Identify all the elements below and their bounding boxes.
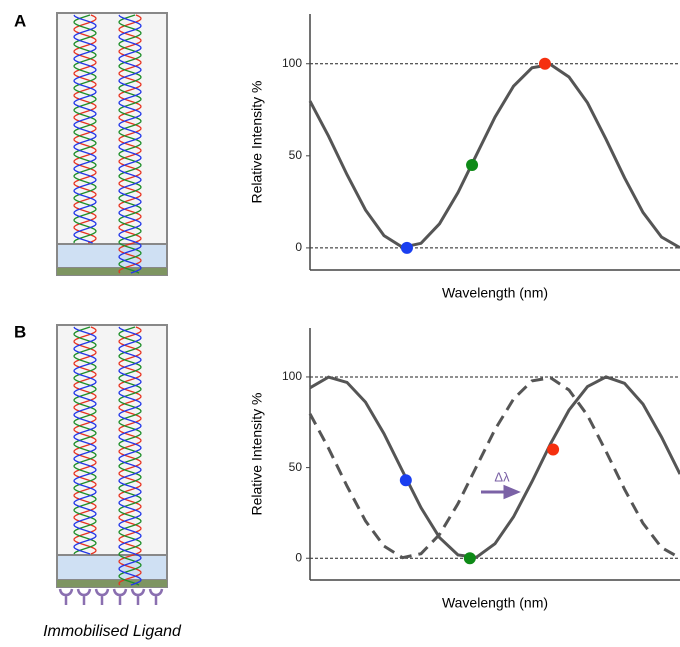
y-tick-label: 50 (289, 460, 303, 474)
y-tick-label: 0 (295, 240, 302, 254)
ligand-icon (58, 588, 74, 605)
intensity-curve (308, 376, 680, 560)
y-axis-label: Relative Intensity % (249, 81, 265, 204)
data-point (466, 159, 479, 172)
helix-strand (73, 14, 97, 244)
y-tick-label: 100 (282, 56, 302, 70)
ligand-icon (130, 588, 146, 605)
ligand-icon (112, 588, 128, 605)
helix-strand (73, 326, 97, 555)
intensity-curve (308, 62, 680, 249)
helix-strand (73, 326, 97, 555)
data-point (538, 57, 551, 70)
data-point (463, 552, 476, 565)
shift-arrow (481, 484, 521, 500)
sensor-base (57, 268, 167, 275)
panel-label: B (14, 322, 26, 341)
y-tick-label: 50 (289, 148, 303, 162)
sensor-base (57, 580, 167, 587)
panel-label: A (14, 11, 26, 30)
shift-label: Δλ (494, 469, 510, 484)
data-point (399, 474, 412, 487)
helix-strand (118, 326, 142, 586)
y-tick-label: 0 (295, 550, 302, 564)
helix-strand (73, 14, 97, 244)
helix-strand (118, 14, 142, 274)
ligand-icon (148, 588, 164, 605)
y-tick-label: 100 (282, 369, 302, 383)
helix-strand (118, 326, 142, 586)
helix-strand (118, 14, 142, 274)
data-point (400, 241, 413, 254)
helix-strand (118, 14, 142, 274)
y-axis-label: Relative Intensity % (249, 393, 265, 516)
helix-strand (73, 14, 97, 244)
x-axis-label: Wavelength (nm) (442, 285, 548, 301)
ligand-icon (76, 588, 92, 605)
ligand-icon (94, 588, 110, 605)
intensity-curve (309, 375, 680, 559)
data-point (547, 443, 560, 456)
helix-strand (118, 326, 142, 586)
sensor-layer (56, 554, 168, 581)
sensor-frame (56, 324, 168, 588)
sensor-layer (56, 243, 168, 269)
ligand-label: Immobilised Ligand (43, 623, 182, 640)
x-axis-label: Wavelength (nm) (442, 595, 548, 611)
